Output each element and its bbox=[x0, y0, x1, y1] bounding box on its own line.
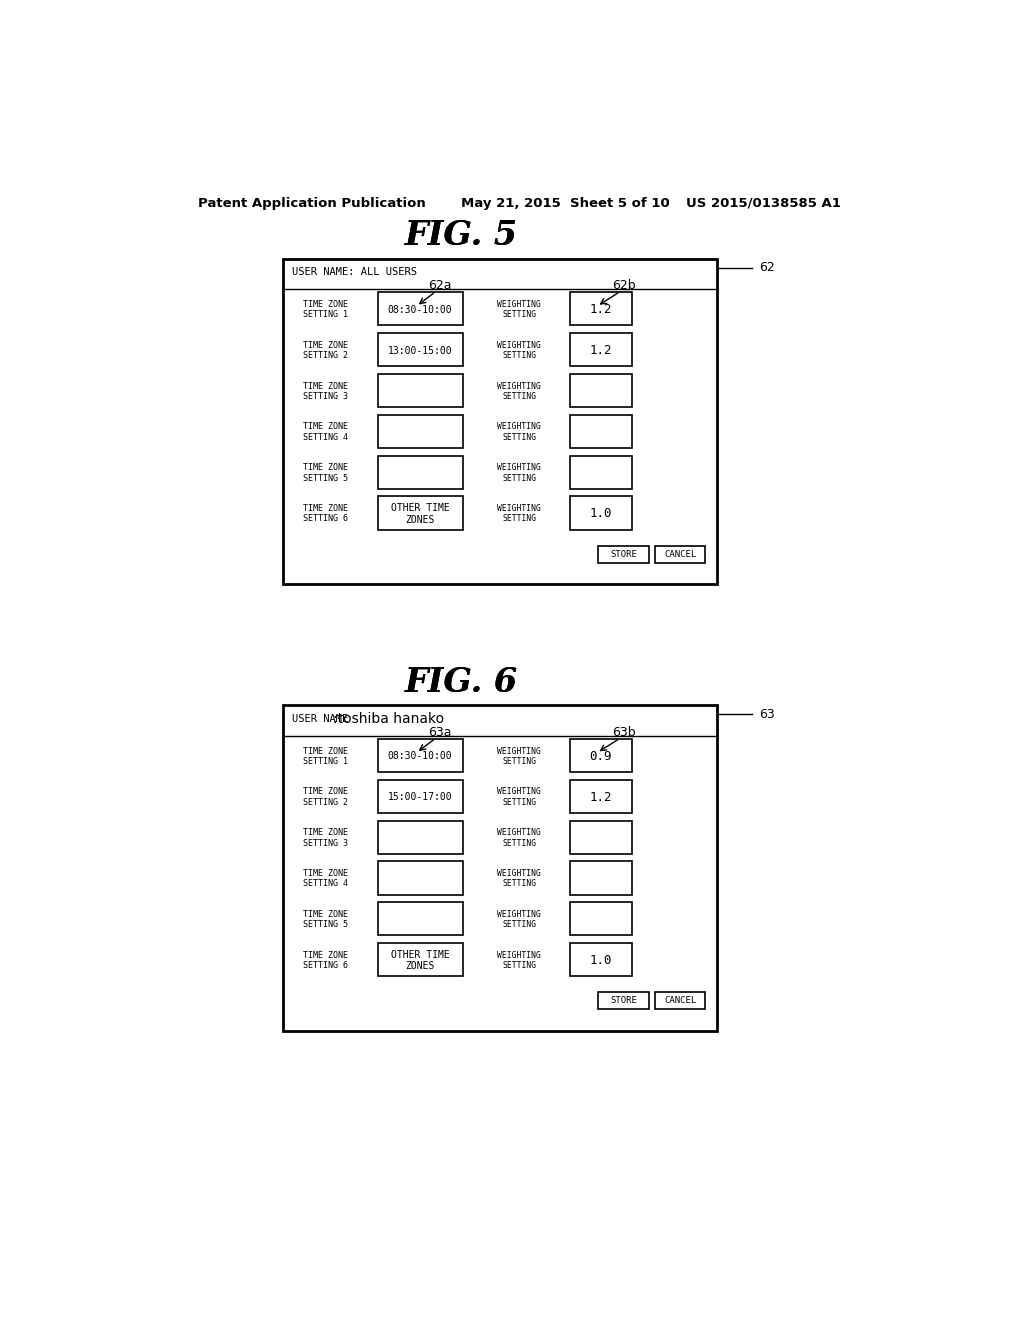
Text: TIME ZONE
SETTING 5: TIME ZONE SETTING 5 bbox=[303, 463, 348, 483]
Text: WEIGHTING
SETTING: WEIGHTING SETTING bbox=[498, 950, 542, 970]
Text: CANCEL: CANCEL bbox=[664, 997, 696, 1006]
Text: TIME ZONE
SETTING 5: TIME ZONE SETTING 5 bbox=[303, 909, 348, 929]
Bar bbox=[569, 374, 632, 407]
Bar bbox=[378, 374, 463, 407]
Text: 0.9: 0.9 bbox=[590, 750, 612, 763]
Text: FIG. 6: FIG. 6 bbox=[404, 665, 518, 698]
Bar bbox=[569, 333, 632, 367]
Bar bbox=[655, 993, 706, 1010]
Text: 1.0: 1.0 bbox=[590, 954, 612, 966]
Text: WEIGHTING
SETTING: WEIGHTING SETTING bbox=[498, 828, 542, 847]
Bar bbox=[378, 333, 463, 367]
Bar bbox=[283, 705, 717, 1031]
Bar bbox=[378, 496, 463, 529]
Text: TIME ZONE
SETTING 2: TIME ZONE SETTING 2 bbox=[303, 788, 348, 807]
Text: TIME ZONE
SETTING 6: TIME ZONE SETTING 6 bbox=[303, 504, 348, 524]
Bar bbox=[378, 293, 463, 326]
Bar bbox=[598, 545, 649, 562]
Text: US 2015/0138585 A1: US 2015/0138585 A1 bbox=[686, 197, 841, 210]
Bar bbox=[569, 496, 632, 529]
Text: 08:30-10:00: 08:30-10:00 bbox=[388, 751, 453, 762]
Text: WEIGHTING
SETTING: WEIGHTING SETTING bbox=[498, 504, 542, 524]
Bar bbox=[569, 739, 632, 772]
Text: 62a: 62a bbox=[428, 279, 452, 292]
Text: WEIGHTING
SETTING: WEIGHTING SETTING bbox=[498, 381, 542, 401]
Bar bbox=[378, 942, 463, 977]
Text: TIME ZONE
SETTING 1: TIME ZONE SETTING 1 bbox=[303, 300, 348, 319]
Text: 63b: 63b bbox=[612, 726, 636, 739]
Bar bbox=[569, 414, 632, 447]
Text: TIME ZONE
SETTING 3: TIME ZONE SETTING 3 bbox=[303, 828, 348, 847]
Bar bbox=[569, 293, 632, 326]
Text: TIME ZONE
SETTING 3: TIME ZONE SETTING 3 bbox=[303, 381, 348, 401]
Text: USER NAME: ALL USERS: USER NAME: ALL USERS bbox=[292, 268, 418, 277]
Bar bbox=[378, 821, 463, 854]
Text: OTHER TIME
ZONES: OTHER TIME ZONES bbox=[391, 503, 450, 524]
Text: STORE: STORE bbox=[610, 549, 637, 558]
Text: 13:00-15:00: 13:00-15:00 bbox=[388, 346, 453, 355]
Text: :toshiba hanako: :toshiba hanako bbox=[333, 711, 443, 726]
Text: TIME ZONE
SETTING 4: TIME ZONE SETTING 4 bbox=[303, 422, 348, 442]
Text: 15:00-17:00: 15:00-17:00 bbox=[388, 792, 453, 803]
Bar bbox=[569, 862, 632, 895]
Bar bbox=[378, 414, 463, 447]
Bar bbox=[569, 942, 632, 977]
Text: FIG. 5: FIG. 5 bbox=[404, 219, 518, 252]
Text: 1.2: 1.2 bbox=[590, 304, 612, 317]
Text: WEIGHTING
SETTING: WEIGHTING SETTING bbox=[498, 341, 542, 360]
Text: 08:30-10:00: 08:30-10:00 bbox=[388, 305, 453, 314]
Text: WEIGHTING
SETTING: WEIGHTING SETTING bbox=[498, 747, 542, 766]
Bar bbox=[569, 455, 632, 488]
Text: TIME ZONE
SETTING 4: TIME ZONE SETTING 4 bbox=[303, 869, 348, 888]
Text: Patent Application Publication: Patent Application Publication bbox=[198, 197, 426, 210]
Bar bbox=[283, 259, 717, 585]
Text: WEIGHTING
SETTING: WEIGHTING SETTING bbox=[498, 909, 542, 929]
Bar bbox=[598, 993, 649, 1010]
Text: FIG. 5: FIG. 5 bbox=[404, 219, 518, 252]
Text: 62: 62 bbox=[760, 261, 775, 275]
Text: May 21, 2015  Sheet 5 of 10: May 21, 2015 Sheet 5 of 10 bbox=[461, 197, 670, 210]
Text: WEIGHTING
SETTING: WEIGHTING SETTING bbox=[498, 869, 542, 888]
Text: OTHER TIME
ZONES: OTHER TIME ZONES bbox=[391, 949, 450, 972]
Text: WEIGHTING
SETTING: WEIGHTING SETTING bbox=[498, 463, 542, 483]
Bar bbox=[655, 545, 706, 562]
Text: TIME ZONE
SETTING 1: TIME ZONE SETTING 1 bbox=[303, 747, 348, 766]
Text: 63: 63 bbox=[760, 708, 775, 721]
Text: 1.2: 1.2 bbox=[590, 791, 612, 804]
Text: WEIGHTING
SETTING: WEIGHTING SETTING bbox=[498, 422, 542, 442]
Bar bbox=[378, 739, 463, 772]
Text: TIME ZONE
SETTING 2: TIME ZONE SETTING 2 bbox=[303, 341, 348, 360]
Bar bbox=[378, 780, 463, 813]
Text: WEIGHTING
SETTING: WEIGHTING SETTING bbox=[498, 300, 542, 319]
Text: CANCEL: CANCEL bbox=[664, 549, 696, 558]
Bar bbox=[569, 780, 632, 813]
Bar bbox=[378, 455, 463, 488]
Text: FIG. 6: FIG. 6 bbox=[404, 665, 518, 698]
Text: 1.2: 1.2 bbox=[590, 345, 612, 356]
Text: 63a: 63a bbox=[428, 726, 452, 739]
Bar bbox=[378, 862, 463, 895]
Text: 62b: 62b bbox=[612, 279, 636, 292]
Text: TIME ZONE
SETTING 6: TIME ZONE SETTING 6 bbox=[303, 950, 348, 970]
Bar bbox=[569, 903, 632, 936]
Text: USER NAME: USER NAME bbox=[292, 714, 354, 723]
Text: WEIGHTING
SETTING: WEIGHTING SETTING bbox=[498, 788, 542, 807]
Bar bbox=[378, 903, 463, 936]
Text: STORE: STORE bbox=[610, 997, 637, 1006]
Text: 1.0: 1.0 bbox=[590, 507, 612, 520]
Bar bbox=[569, 821, 632, 854]
